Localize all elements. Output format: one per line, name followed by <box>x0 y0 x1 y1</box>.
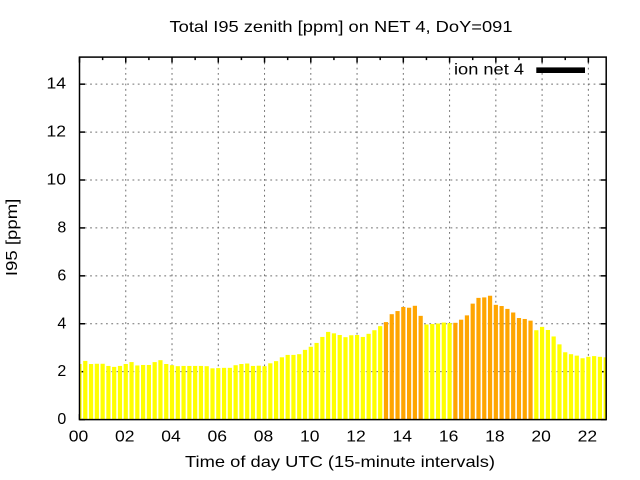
svg-text:2: 2 <box>57 363 66 380</box>
svg-text:12: 12 <box>47 124 67 141</box>
svg-text:8: 8 <box>57 219 66 236</box>
svg-text:04: 04 <box>161 429 181 446</box>
svg-text:14: 14 <box>393 429 413 446</box>
svg-text:10: 10 <box>300 429 320 446</box>
svg-text:18: 18 <box>485 429 505 446</box>
svg-text:10: 10 <box>47 172 67 189</box>
svg-text:20: 20 <box>531 429 551 446</box>
svg-text:00: 00 <box>69 429 89 446</box>
svg-text:06: 06 <box>208 429 228 446</box>
svg-text:Total I95 zenith [ppm] on NET: Total I95 zenith [ppm] on NET 4, DoY=091 <box>170 19 513 36</box>
svg-text:4: 4 <box>57 315 66 332</box>
svg-text:16: 16 <box>439 429 459 446</box>
svg-text:I95 [ppm]: I95 [ppm] <box>4 199 21 277</box>
svg-text:14: 14 <box>47 76 67 93</box>
svg-text:02: 02 <box>115 429 135 446</box>
svg-text:Time of day UTC (15-minute int: Time of day UTC (15-minute intervals) <box>185 454 495 471</box>
svg-text:22: 22 <box>578 429 598 446</box>
svg-text:0: 0 <box>57 411 66 428</box>
svg-text:6: 6 <box>57 267 66 284</box>
svg-text:ion net 4: ion net 4 <box>454 62 524 79</box>
svg-text:12: 12 <box>346 429 366 446</box>
svg-text:08: 08 <box>254 429 274 446</box>
